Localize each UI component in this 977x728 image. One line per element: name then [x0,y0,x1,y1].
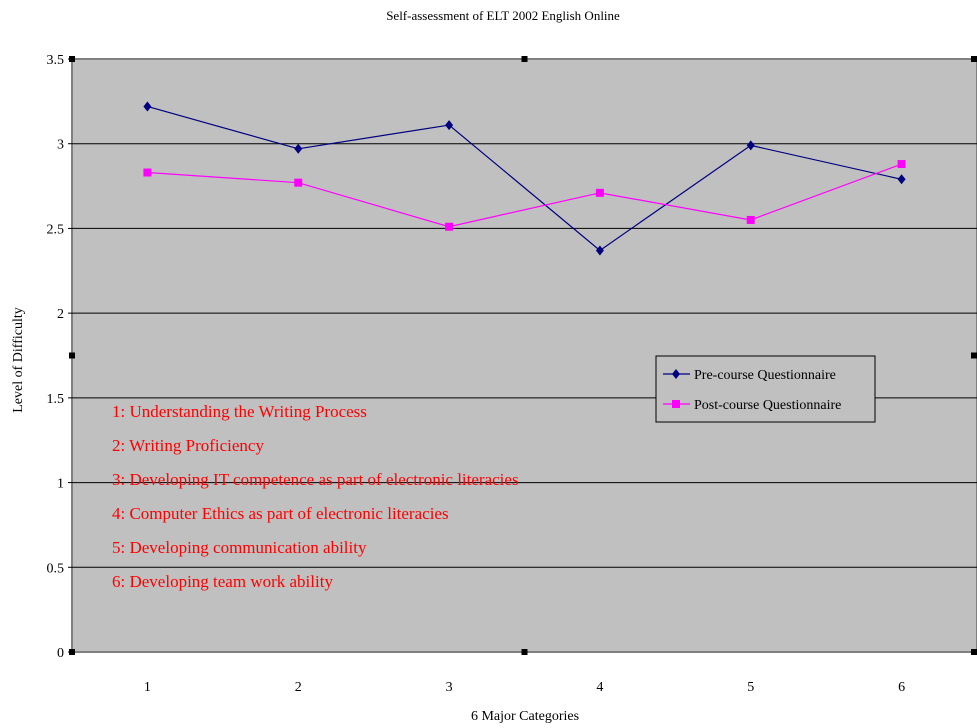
legend: Pre-course Questionnaire Post-course Ques… [655,355,876,423]
x-tick-label: 3 [446,680,453,695]
square-marker [143,168,152,177]
category-annotation: 6: Developing team work ability [112,572,333,591]
legend-item: Post-course Questionnaire [663,398,841,413]
y-tick-label: 1 [57,477,64,492]
x-axis-title: 6 Major Categories [471,709,579,724]
category-annotation: 4: Computer Ethics as part of electronic… [112,504,449,523]
series-line [147,163,902,228]
diamond-marker [445,120,454,131]
square-marker [672,400,680,408]
selection-handle [69,352,75,359]
series-line [147,105,902,252]
y-tick-label: 1.5 [47,392,65,407]
y-axis-title: Level of Difficulty [11,307,26,413]
diamond-marker [746,140,755,151]
chart-title: Self-assessment of ELT 2002 English Onli… [386,8,620,23]
x-tick-label: 2 [295,680,302,695]
selection-handle [69,649,75,655]
square-marker [897,160,906,169]
diamond-marker [897,174,906,185]
category-annotation: 1: Understanding the Writing Process [112,402,367,421]
legend-box [655,355,876,423]
diamond-marker [672,369,680,379]
selection-handle [521,649,528,655]
series-layer [143,101,906,256]
x-tick-label: 1 [144,680,151,695]
diamond-marker [595,245,604,256]
gridlines [72,143,977,568]
y-axis-ticks: 0 0.5 1 1.5 2 2.5 3 3.5 [47,53,72,661]
x-tick-label: 5 [747,680,754,695]
square-marker [445,222,454,231]
plot-selection-handles [69,56,977,655]
x-axis-ticks: 1 2 3 4 5 6 [144,680,905,695]
y-tick-label: 2.5 [47,222,65,237]
square-marker [746,215,755,224]
legend-item: Pre-course Questionnaire [663,368,836,383]
y-tick-label: 3 [57,138,64,153]
series-post-course [143,160,906,231]
y-tick-label: 0 [57,646,64,661]
category-annotation: 3: Developing IT competence as part of e… [112,470,519,489]
y-tick-label: 3.5 [47,53,65,68]
y-tick-label: 0.5 [47,561,65,576]
selection-handle [971,56,977,62]
selection-handle [521,56,528,62]
x-tick-label: 6 [898,680,905,695]
selection-handle [971,649,977,655]
diamond-marker [143,101,152,112]
series-pre-course [143,101,906,256]
x-tick-label: 4 [596,680,603,695]
selection-handle [69,56,75,62]
category-annotation: 5: Developing communication ability [112,538,367,557]
legend-label: Pre-course Questionnaire [694,368,836,383]
category-annotations: 1: Understanding the Writing Process 2: W… [112,402,519,591]
square-marker [595,188,604,197]
selection-handle [971,352,977,359]
diamond-marker [294,143,303,154]
square-marker [294,178,303,187]
legend-label: Post-course Questionnaire [694,398,841,413]
category-annotation: 2: Writing Proficiency [112,436,264,455]
y-tick-label: 2 [57,307,64,322]
